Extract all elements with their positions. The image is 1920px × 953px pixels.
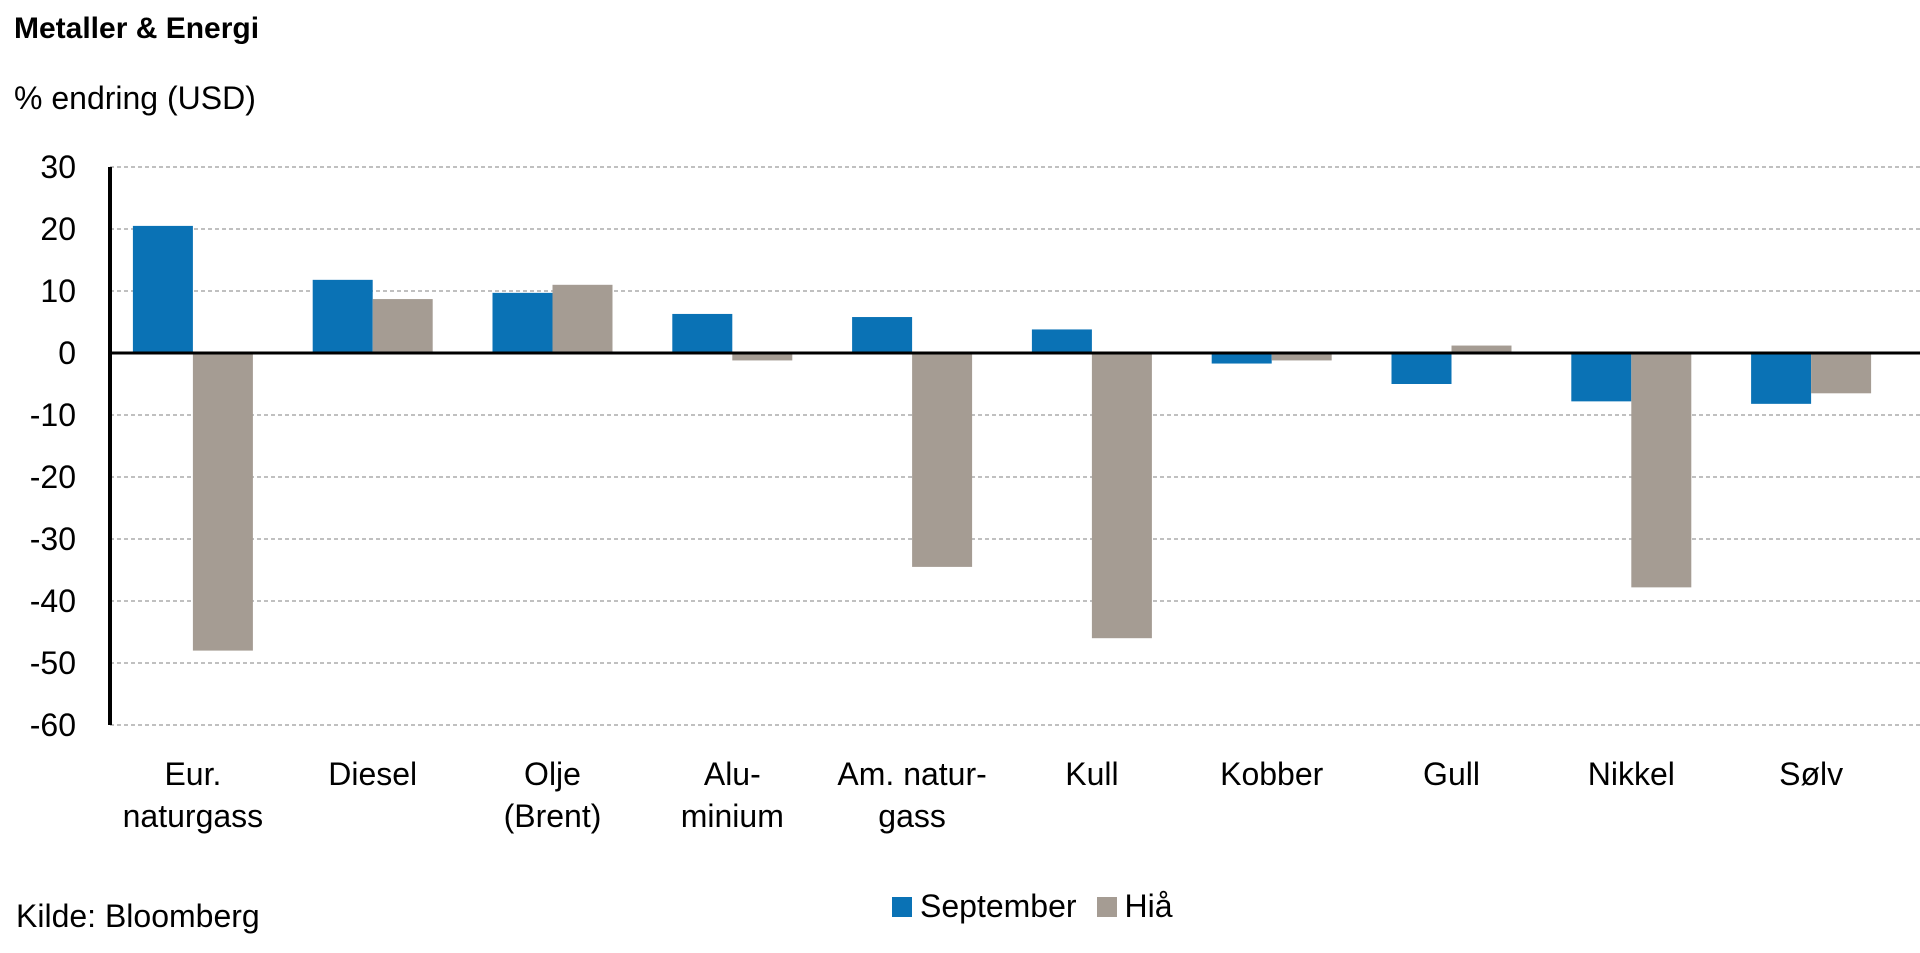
- source-note: Kilde: Bloomberg: [16, 898, 260, 934]
- bar-hia: [912, 353, 973, 567]
- category-label-line: minium: [681, 798, 784, 834]
- category-label-line: Gull: [1423, 756, 1480, 792]
- category-label: Gull: [1423, 756, 1480, 792]
- bar-september: [1391, 353, 1452, 384]
- category-label-line: Kobber: [1220, 756, 1324, 792]
- category-label: Am. natur-gass: [837, 756, 986, 834]
- axes: [108, 167, 1920, 725]
- legend-item-hia: Hiå: [1096, 888, 1173, 925]
- y-tick-label: -30: [30, 521, 76, 557]
- category-label-line: Am. natur-: [837, 756, 986, 792]
- category-label-line: Diesel: [328, 756, 417, 792]
- bar-september: [1571, 353, 1632, 402]
- bar-september: [1751, 353, 1812, 404]
- category-label: Alu-minium: [681, 756, 784, 834]
- category-label-line: gass: [878, 798, 946, 834]
- category-label-line: Alu-: [704, 756, 761, 792]
- bar-hia: [372, 299, 433, 353]
- bar-september: [1031, 329, 1092, 353]
- bar-september: [852, 317, 913, 353]
- bar-hia: [1631, 353, 1692, 588]
- bar-hia: [1811, 353, 1872, 394]
- y-tick-label: 20: [40, 211, 76, 247]
- category-label-line: naturgass: [123, 798, 264, 834]
- category-label: Nikkel: [1588, 756, 1675, 792]
- y-tick-label: 30: [40, 149, 76, 185]
- bar-hia: [1091, 353, 1152, 639]
- y-tick-label: 10: [40, 273, 76, 309]
- category-labels: Eur. naturgass Diesel Olje (Brent) Alu-minium…: [123, 756, 1843, 834]
- bar-september: [312, 279, 373, 353]
- bar-september: [492, 292, 553, 353]
- y-tick-label: -40: [30, 583, 76, 619]
- bar-hia: [732, 353, 793, 361]
- bar-hia: [1451, 345, 1512, 353]
- category-label-line: Sølv: [1779, 756, 1843, 792]
- category-label-line: Kull: [1065, 756, 1118, 792]
- category-label: Kull: [1065, 756, 1118, 792]
- bar-september: [132, 225, 193, 353]
- bars: [132, 225, 1872, 651]
- bar-hia: [552, 284, 613, 353]
- category-label: Sølv: [1779, 756, 1843, 792]
- gridlines: [110, 166, 1920, 726]
- category-label: Kobber: [1220, 756, 1324, 792]
- y-tick-label: -20: [30, 459, 76, 495]
- category-label: Eur. naturgass: [123, 756, 264, 834]
- category-label-line: Eur.: [164, 756, 221, 792]
- y-tick-label: 0: [58, 335, 76, 371]
- bar-hia: [1271, 353, 1332, 361]
- legend: September Hiå: [892, 888, 1193, 925]
- bar-hia: [192, 353, 253, 651]
- chart-title: Metaller & Energi: [14, 12, 260, 45]
- legend-swatch-september: [892, 896, 912, 917]
- y-axis-unit-label: % endring (USD): [14, 80, 256, 116]
- legend-label-hia: Hiå: [1124, 888, 1173, 924]
- y-axis-ticks: 30 20 10 0 -10 -20 -30 -40 -50 -60: [30, 149, 76, 743]
- bar-september: [1211, 353, 1272, 364]
- category-label: Olje (Brent): [504, 756, 602, 834]
- legend-label-september: September: [920, 888, 1077, 924]
- category-label-line: Olje: [524, 756, 581, 792]
- category-label-line: Nikkel: [1588, 756, 1675, 792]
- y-tick-label: -60: [30, 707, 76, 743]
- bar-september: [672, 313, 733, 353]
- category-label-line: (Brent): [504, 798, 602, 834]
- category-label: Diesel: [328, 756, 417, 792]
- legend-item-september: September: [892, 888, 1077, 925]
- legend-swatch-hia: [1096, 896, 1117, 917]
- y-tick-label: -10: [30, 397, 76, 433]
- y-tick-label: -50: [30, 645, 76, 681]
